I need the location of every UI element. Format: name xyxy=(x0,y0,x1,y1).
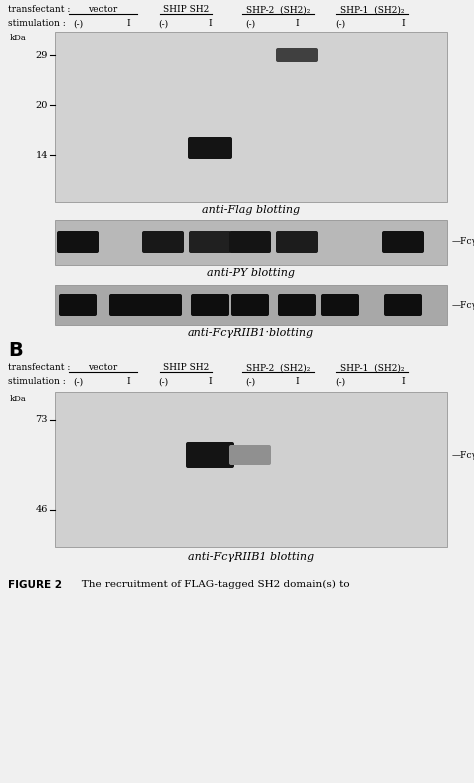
Text: stimulation :: stimulation : xyxy=(8,20,66,28)
Text: SHP-2  (SH2)₂: SHP-2 (SH2)₂ xyxy=(246,363,310,373)
Text: I: I xyxy=(208,377,212,387)
Text: I: I xyxy=(401,20,405,28)
FancyBboxPatch shape xyxy=(321,294,359,316)
Text: I: I xyxy=(208,20,212,28)
Bar xyxy=(55,32,447,202)
Text: 29: 29 xyxy=(36,50,48,60)
FancyBboxPatch shape xyxy=(186,442,234,468)
Bar xyxy=(55,392,447,547)
Text: (-): (-) xyxy=(158,377,168,387)
Text: anti-PY blotting: anti-PY blotting xyxy=(207,268,295,278)
Text: kDa: kDa xyxy=(10,395,27,403)
FancyBboxPatch shape xyxy=(231,294,269,316)
Text: —FcγRIIB1: —FcγRIIB1 xyxy=(452,237,474,247)
Text: 20: 20 xyxy=(36,100,48,110)
Text: SHP-1  (SH2)₂: SHP-1 (SH2)₂ xyxy=(340,363,404,373)
Text: I: I xyxy=(126,377,130,387)
Bar xyxy=(55,220,447,265)
Text: vector: vector xyxy=(88,363,118,373)
FancyBboxPatch shape xyxy=(144,294,182,316)
Text: —FcγRIIB1: —FcγRIIB1 xyxy=(452,450,474,460)
Text: anti-FcγRIIB1·blotting: anti-FcγRIIB1·blotting xyxy=(188,328,314,338)
Text: (-): (-) xyxy=(73,377,83,387)
Text: I: I xyxy=(401,377,405,387)
Text: 14: 14 xyxy=(36,150,48,160)
Text: 46: 46 xyxy=(36,506,48,514)
Text: SHP-1  (SH2)₂: SHP-1 (SH2)₂ xyxy=(340,5,404,15)
FancyBboxPatch shape xyxy=(189,231,231,253)
FancyBboxPatch shape xyxy=(276,48,318,62)
Text: I: I xyxy=(126,20,130,28)
FancyBboxPatch shape xyxy=(59,294,97,316)
FancyBboxPatch shape xyxy=(188,137,232,159)
Text: (-): (-) xyxy=(245,20,255,28)
Text: SHIP SH2: SHIP SH2 xyxy=(163,5,209,15)
Text: anti-FcγRIIB1 blotting: anti-FcγRIIB1 blotting xyxy=(188,552,314,562)
Text: (-): (-) xyxy=(335,377,345,387)
FancyBboxPatch shape xyxy=(229,231,271,253)
Text: FIGURE 2: FIGURE 2 xyxy=(8,580,62,590)
Text: transfectant :: transfectant : xyxy=(8,363,70,373)
Text: I: I xyxy=(295,20,299,28)
FancyBboxPatch shape xyxy=(109,294,147,316)
Text: (-): (-) xyxy=(73,20,83,28)
Text: SHIP SH2: SHIP SH2 xyxy=(163,363,209,373)
FancyBboxPatch shape xyxy=(382,231,424,253)
FancyBboxPatch shape xyxy=(57,231,99,253)
Text: (-): (-) xyxy=(335,20,345,28)
FancyBboxPatch shape xyxy=(229,445,271,465)
Text: kDa: kDa xyxy=(10,34,27,42)
Text: I: I xyxy=(295,377,299,387)
FancyBboxPatch shape xyxy=(278,294,316,316)
Text: —FcγRIIB1: —FcγRIIB1 xyxy=(452,301,474,309)
FancyBboxPatch shape xyxy=(276,231,318,253)
Text: anti-Flag blotting: anti-Flag blotting xyxy=(202,205,300,215)
FancyBboxPatch shape xyxy=(384,294,422,316)
Text: vector: vector xyxy=(88,5,118,15)
FancyBboxPatch shape xyxy=(191,294,229,316)
Bar xyxy=(55,285,447,325)
Text: SHP-2  (SH2)₂: SHP-2 (SH2)₂ xyxy=(246,5,310,15)
Text: 73: 73 xyxy=(36,416,48,424)
FancyBboxPatch shape xyxy=(142,231,184,253)
Text: B: B xyxy=(8,341,23,359)
Text: transfectant :: transfectant : xyxy=(8,5,70,15)
Text: stimulation :: stimulation : xyxy=(8,377,66,387)
Text: (-): (-) xyxy=(245,377,255,387)
Text: The recruitment of FLAG-tagged SH2 domain(s) to: The recruitment of FLAG-tagged SH2 domai… xyxy=(72,580,350,589)
Text: (-): (-) xyxy=(158,20,168,28)
